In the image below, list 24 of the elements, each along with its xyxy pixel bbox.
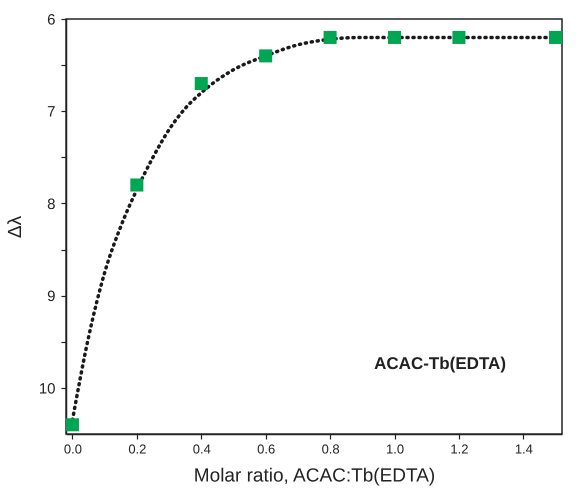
x-tick-label: 1.2 bbox=[450, 442, 468, 456]
x-tick-label: 0.8 bbox=[322, 442, 340, 456]
point bbox=[452, 30, 466, 44]
y-tick-label: 6 bbox=[47, 12, 56, 28]
y-axis-title: Δλ bbox=[4, 215, 26, 238]
point bbox=[388, 30, 402, 44]
y-tick-label: 10 bbox=[38, 380, 56, 398]
x-tick-label: 0.0 bbox=[64, 442, 82, 456]
x-tick-label: 0.2 bbox=[128, 442, 146, 456]
point bbox=[194, 77, 208, 90]
y-tick-label: 8 bbox=[47, 196, 56, 213]
x-tick-label: 1.0 bbox=[386, 442, 404, 456]
point bbox=[549, 30, 562, 44]
point bbox=[259, 49, 272, 62]
point bbox=[324, 30, 337, 44]
y-tick-label: 9 bbox=[47, 288, 56, 306]
point bbox=[130, 178, 144, 192]
x-tick-label: 0.6 bbox=[257, 442, 276, 456]
x-axis-title: Molar ratio, ACAC:Tb(EDTA) bbox=[194, 466, 436, 486]
x-tick-label: 0.4 bbox=[192, 442, 211, 456]
y-tick-label: 7 bbox=[47, 104, 56, 121]
point bbox=[66, 418, 79, 432]
x-tick-label: 1.4 bbox=[514, 442, 533, 456]
annotation: ACAC-Tb(EDTA) bbox=[374, 354, 506, 373]
